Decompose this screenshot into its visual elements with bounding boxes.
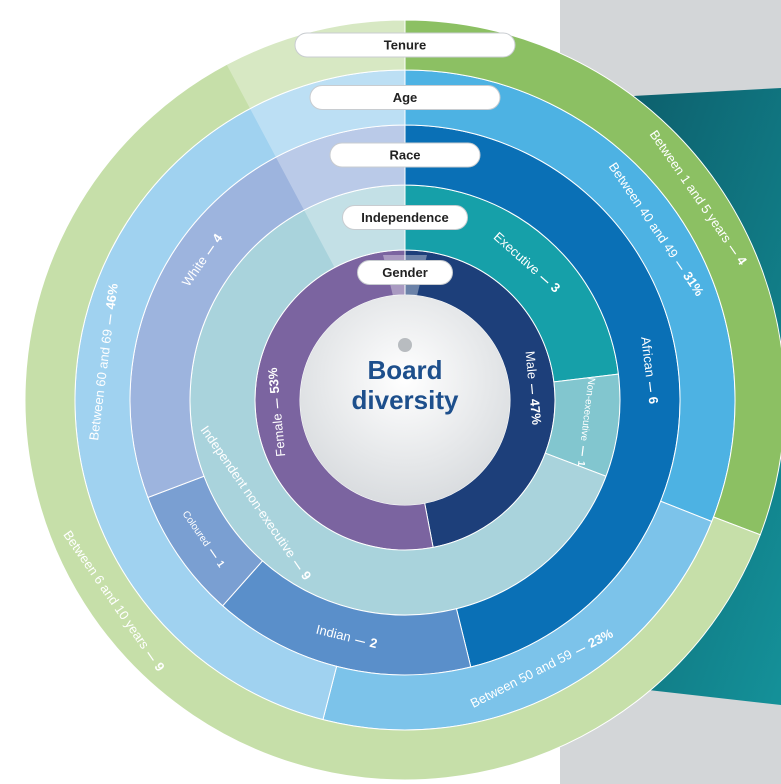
separator: [109, 314, 112, 325]
separator: [581, 445, 584, 457]
separator: [147, 651, 154, 661]
separator: [293, 560, 301, 570]
center-hub: [300, 295, 510, 505]
value-label: 1: [575, 460, 587, 467]
hub-dot: [398, 338, 412, 352]
separator: [276, 398, 279, 409]
ring-tabs: Gender Independence Race Age Tenure: [294, 32, 516, 285]
category-label: Female: [270, 413, 289, 458]
value-label: 46%: [103, 282, 121, 310]
ring-name: Gender: [382, 265, 428, 280]
separator: [207, 245, 215, 255]
segment-label: African 6: [638, 336, 661, 405]
value-label: 6: [645, 396, 661, 405]
label-text: African 6: [638, 336, 661, 405]
separator: [355, 639, 366, 644]
separator: [676, 261, 683, 271]
segment-label: Female 53%: [265, 366, 288, 457]
separator: [729, 245, 737, 255]
category-label: Male: [522, 350, 540, 379]
value-label: 1: [214, 559, 226, 570]
segment: [24, 19, 761, 781]
separator: [575, 647, 586, 653]
ring-name: Independence: [361, 210, 448, 225]
value-label: 47%: [527, 398, 544, 426]
label-text: Male 47%: [522, 350, 544, 426]
ring-name: Race: [389, 147, 420, 162]
category-label: African: [638, 336, 658, 378]
separator: [649, 381, 652, 393]
value-label: 2: [368, 635, 379, 651]
value-label: 53%: [265, 366, 282, 394]
ring-tab: [309, 85, 501, 110]
label-text: Female 53%: [265, 366, 288, 457]
chart-title: Board diversity: [351, 355, 459, 415]
ring-tab: [357, 260, 453, 285]
separator: [209, 549, 217, 559]
segment-label: Male 47%: [522, 350, 544, 426]
separator: [540, 275, 549, 284]
ring-tab: [342, 205, 468, 230]
ring-tab: [294, 32, 516, 58]
ring-name: Age: [393, 90, 418, 105]
ring-tab: [329, 142, 481, 168]
separator: [530, 384, 534, 395]
ring-name: Tenure: [384, 37, 426, 52]
